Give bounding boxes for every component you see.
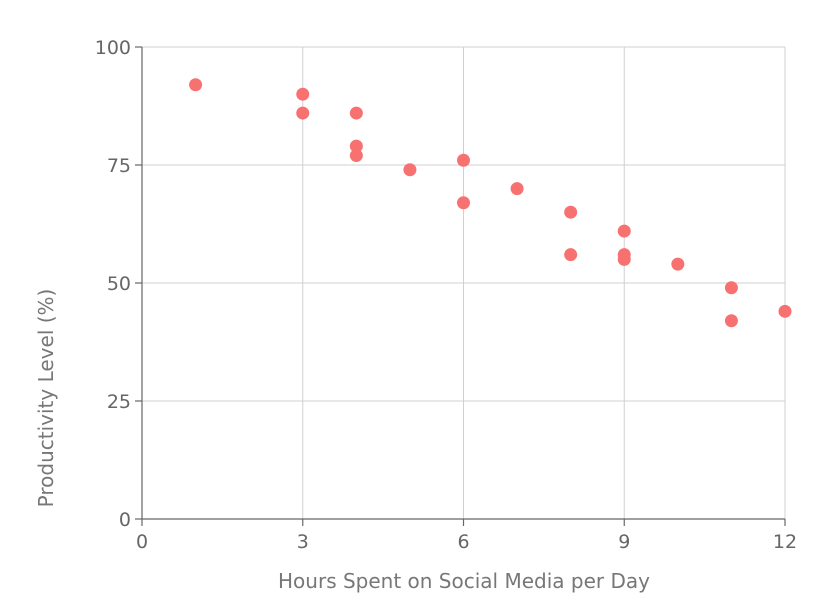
x-tick-label: 12 xyxy=(773,531,797,553)
grid-lines xyxy=(142,46,786,519)
data-point xyxy=(349,149,363,163)
data-point xyxy=(724,281,738,295)
x-tick-label: 3 xyxy=(297,531,309,553)
y-tick-label: 0 xyxy=(119,509,131,531)
x-axis-title: Hours Spent on Social Media per Day xyxy=(278,569,650,593)
y-axis-title: Productivity Level (%) xyxy=(34,289,58,508)
data-point xyxy=(778,304,792,318)
x-tick-label: 0 xyxy=(136,531,148,553)
x-tick-label: 6 xyxy=(457,531,469,553)
data-point xyxy=(403,163,417,177)
axes xyxy=(135,46,786,526)
data-point xyxy=(617,224,631,238)
data-point xyxy=(671,257,685,271)
data-point xyxy=(564,248,578,262)
data-point xyxy=(189,78,203,92)
y-tick-label: 100 xyxy=(95,37,131,59)
data-point xyxy=(724,314,738,328)
data-points xyxy=(189,78,792,328)
data-point xyxy=(457,153,470,167)
data-point xyxy=(349,106,363,120)
tick-labels: 0 25 50 75 100 0 3 6 9 12 xyxy=(95,37,797,553)
data-point xyxy=(296,87,310,101)
x-tick-label: 9 xyxy=(618,531,630,553)
data-point xyxy=(564,205,578,219)
y-tick-label: 25 xyxy=(107,391,131,413)
y-tick-label: 50 xyxy=(107,273,131,295)
data-point xyxy=(510,182,524,196)
data-point xyxy=(457,196,470,210)
data-point xyxy=(617,252,631,266)
data-point xyxy=(349,139,363,153)
data-point xyxy=(296,106,310,120)
y-tick-label: 75 xyxy=(107,155,131,177)
